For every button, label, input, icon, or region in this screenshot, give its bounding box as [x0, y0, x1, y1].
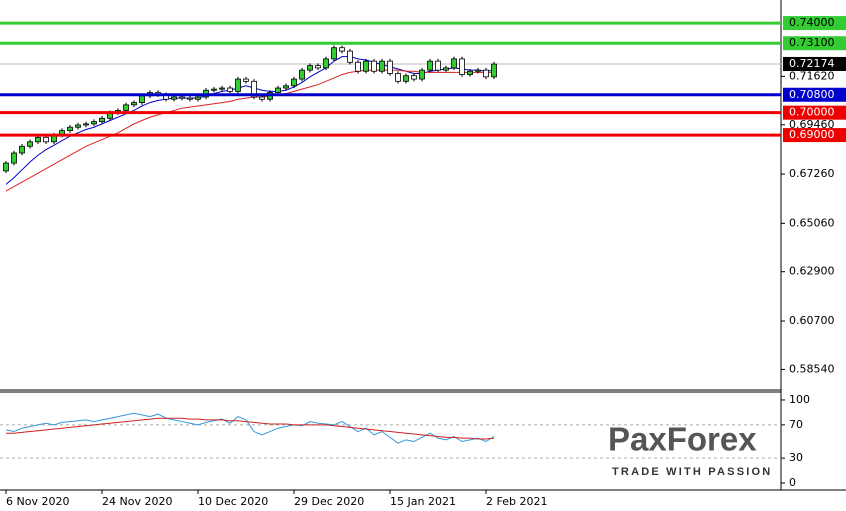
- y-tick-label: 100: [789, 393, 810, 406]
- candle-body: [43, 136, 49, 143]
- candle-body: [435, 60, 441, 71]
- y-tick-label: 0.71620: [789, 69, 835, 82]
- candle-body: [123, 104, 129, 111]
- candle-body: [3, 162, 9, 172]
- level-label-box: [783, 87, 846, 102]
- logo-tagline: TRADE WITH PASSION: [612, 466, 772, 478]
- candle-body: [235, 78, 241, 92]
- candle-body: [251, 80, 257, 98]
- candle-body: [419, 69, 425, 80]
- candle-body: [427, 60, 433, 71]
- candle-body: [411, 75, 417, 80]
- candle-body: [27, 141, 33, 147]
- candle-body: [491, 63, 497, 78]
- candle-body: [451, 58, 457, 69]
- y-tick-label: 0.69460: [789, 118, 835, 131]
- candle-body: [323, 58, 329, 69]
- candle-body: [315, 65, 321, 69]
- y-tick-label: 0.65060: [789, 216, 835, 229]
- level-label: 0.70000: [789, 106, 835, 119]
- level-label-box: [783, 16, 846, 31]
- candle-body: [131, 102, 137, 106]
- candle-body: [35, 136, 41, 143]
- candle-body: [371, 60, 377, 72]
- candle-body: [75, 124, 81, 128]
- candle-body: [291, 78, 297, 87]
- candle-body: [259, 96, 265, 100]
- candle-body: [243, 78, 249, 82]
- level-label-box: [783, 128, 846, 143]
- level-label: 0.70800: [789, 88, 835, 101]
- candle-body: [395, 73, 401, 82]
- candle-body: [19, 145, 25, 154]
- y-tick-label: 0.67260: [789, 167, 835, 180]
- level-label-box: [783, 36, 846, 51]
- moving-average: [5, 56, 495, 185]
- candle-body: [459, 58, 465, 75]
- candle-body: [347, 50, 353, 63]
- candle-body: [355, 61, 361, 72]
- oscillator-line: [6, 417, 495, 440]
- level-label: 0.74000: [789, 16, 835, 29]
- candle-body: [187, 97, 193, 100]
- x-tick-label: 15 Jan 2021: [390, 495, 456, 508]
- candle-body: [219, 87, 225, 90]
- candle-body: [483, 69, 489, 78]
- candle-body: [307, 65, 313, 71]
- candle-body: [179, 96, 185, 99]
- candle-body: [363, 60, 369, 72]
- candle-body: [475, 69, 481, 72]
- candle-body: [275, 87, 281, 93]
- candle-body: [339, 47, 345, 52]
- oscillator-line: [5, 412, 495, 444]
- candle-body: [387, 60, 393, 74]
- candle-body: [299, 69, 305, 80]
- current-price-box: [783, 56, 846, 71]
- candle-body: [379, 60, 385, 72]
- y-tick-label: 0.58540: [789, 362, 835, 375]
- x-tick-label: 6 Nov 2020: [6, 495, 69, 508]
- y-tick-label: 30: [789, 451, 803, 464]
- candle-body: [443, 67, 449, 71]
- x-tick-label: 2 Feb 2021: [486, 495, 547, 508]
- level-label-box: [783, 105, 846, 120]
- y-tick-label: 0.62900: [789, 265, 835, 278]
- current-price-label: 0.72174: [789, 57, 835, 70]
- candle-body: [195, 96, 201, 100]
- candle-body: [331, 47, 337, 60]
- candle-body: [171, 96, 177, 100]
- candle-body: [91, 121, 97, 125]
- y-tick-label: 70: [789, 418, 803, 431]
- level-label: 0.73100: [789, 36, 835, 49]
- x-tick-label: 10 Dec 2020: [198, 495, 268, 508]
- logo-name: PaxForex: [608, 421, 757, 458]
- y-tick-label: 0.60700: [789, 314, 835, 327]
- candle-body: [67, 126, 73, 131]
- candle-body: [11, 152, 17, 164]
- candle-body: [227, 87, 233, 92]
- x-tick-label: 29 Dec 2020: [294, 495, 364, 508]
- candle-body: [99, 117, 105, 123]
- candle-body: [211, 88, 217, 91]
- moving-average: [5, 69, 494, 192]
- candle-body: [283, 85, 289, 89]
- candle-body: [467, 70, 473, 75]
- y-tick-label: 0: [789, 476, 796, 489]
- candle-body: [139, 95, 145, 103]
- candle-body: [403, 75, 409, 82]
- level-label: 0.69000: [789, 128, 835, 141]
- candle-body: [83, 123, 89, 126]
- x-tick-label: 24 Nov 2020: [102, 495, 172, 508]
